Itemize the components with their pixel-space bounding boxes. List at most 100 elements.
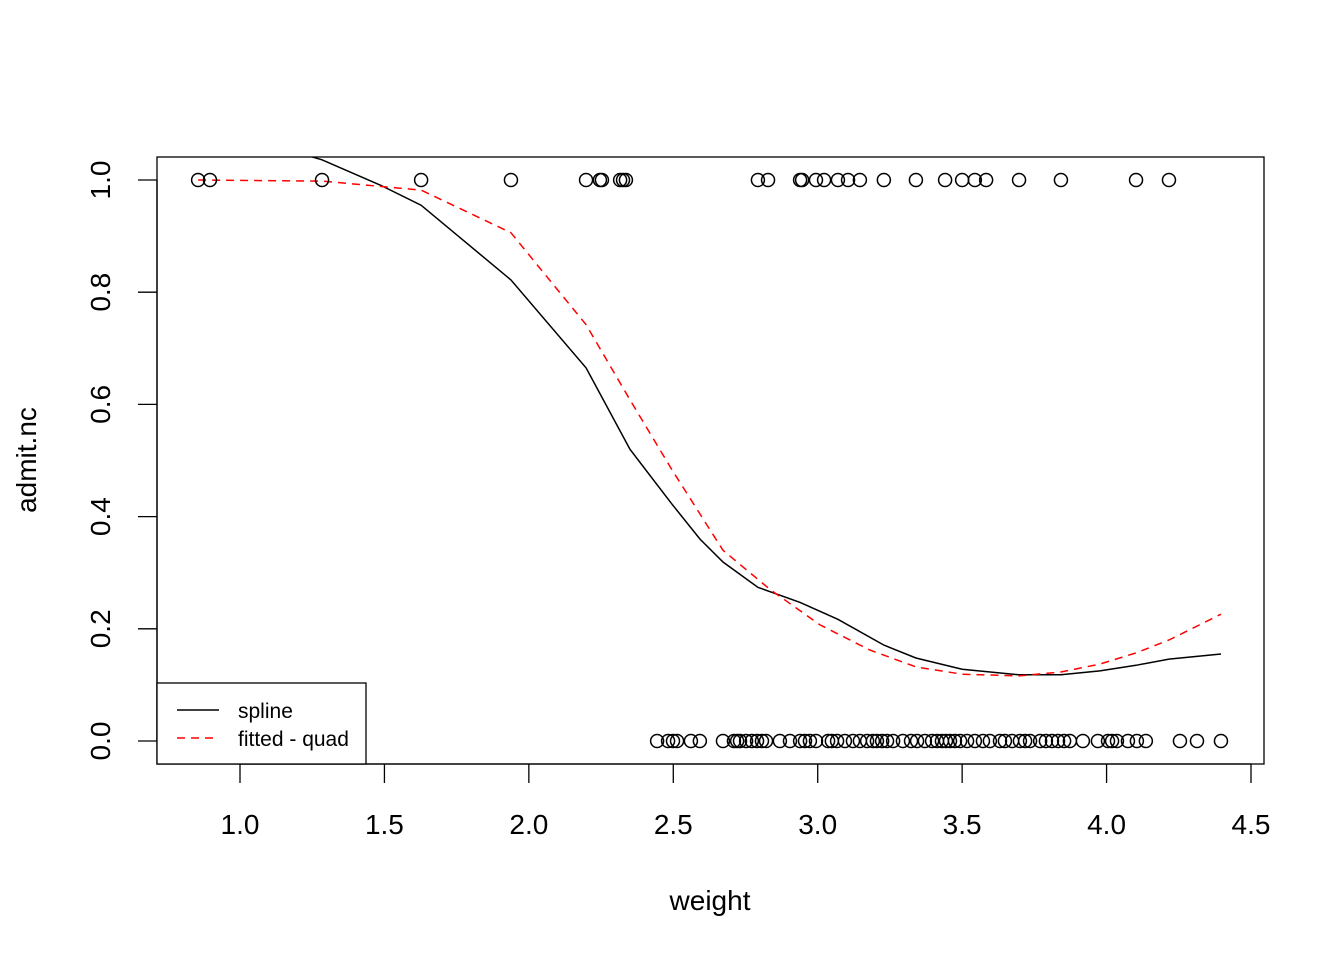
data-point-admitted	[978, 172, 994, 188]
plot-frame	[156, 156, 1265, 765]
legend-label-fitted-quad: fitted - quad	[238, 728, 349, 751]
data-point-not-admitted	[909, 733, 925, 749]
data-point-admitted	[578, 172, 594, 188]
y-tick-label: 0.4	[85, 497, 116, 536]
y-tick-label: 0.0	[85, 722, 116, 761]
data-point-not-admitted	[820, 733, 836, 749]
data-point-admitted	[615, 172, 631, 188]
data-point-not-admitted	[792, 733, 808, 749]
data-point-not-admitted	[1213, 733, 1229, 749]
data-point-not-admitted	[917, 733, 933, 749]
data-point-admitted	[876, 172, 892, 188]
data-point-not-admitted	[869, 733, 885, 749]
series-spline	[309, 157, 1222, 676]
data-point-not-admitted	[967, 733, 983, 749]
data-point-not-admitted	[859, 733, 875, 749]
data-point-not-admitted	[665, 733, 681, 749]
legend-label-spline: spline	[238, 700, 293, 723]
y-tick-label: 1.0	[85, 161, 116, 200]
data-point-not-admitted	[1100, 733, 1116, 749]
legend: spline fitted - quad	[156, 682, 367, 765]
data-point-not-admitted	[797, 733, 813, 749]
data-point-not-admitted	[1022, 733, 1038, 749]
data-point-not-admitted	[992, 733, 1008, 749]
x-tick-label: 3.5	[943, 809, 982, 840]
data-point-admitted	[594, 172, 610, 188]
data-point-not-admitted	[997, 733, 1013, 749]
data-point-not-admitted	[772, 733, 788, 749]
data-point-not-admitted	[874, 733, 890, 749]
data-point-not-admitted	[1050, 733, 1066, 749]
data-point-admitted	[1011, 172, 1027, 188]
data-point-admitted	[413, 172, 429, 188]
x-tick-label: 2.5	[654, 809, 693, 840]
series-fitted-quad	[198, 179, 1222, 677]
data-point-not-admitted	[1109, 733, 1125, 749]
data-point-not-admitted	[1032, 733, 1048, 749]
data-point-not-admitted	[942, 733, 958, 749]
data-point-not-admitted	[1172, 733, 1188, 749]
data-point-not-admitted	[1017, 733, 1033, 749]
data-point-admitted	[954, 172, 970, 188]
data-point-admitted	[1053, 172, 1069, 188]
data-point-not-admitted	[1129, 733, 1145, 749]
data-point-not-admitted	[1104, 733, 1120, 749]
data-point-not-admitted	[754, 733, 770, 749]
data-point-admitted	[808, 172, 824, 188]
data-point-admitted	[618, 172, 634, 188]
data-point-not-admitted	[732, 733, 748, 749]
data-point-not-admitted	[959, 733, 975, 749]
y-axis-label: admit.nc	[11, 407, 42, 513]
data-point-not-admitted	[744, 733, 760, 749]
data-point-admitted	[794, 172, 810, 188]
data-point-not-admitted	[802, 733, 818, 749]
data-point-not-admitted	[808, 733, 824, 749]
data-point-not-admitted	[1090, 733, 1106, 749]
x-tick-label: 1.5	[365, 809, 404, 840]
data-point-admitted	[852, 172, 868, 188]
data-point-admitted	[190, 172, 206, 188]
data-point-not-admitted	[1044, 733, 1060, 749]
data-point-admitted	[202, 172, 218, 188]
data-point-admitted	[967, 172, 983, 188]
data-point-not-admitted	[865, 733, 881, 749]
data-point-admitted	[908, 172, 924, 188]
data-point-not-admitted	[669, 733, 685, 749]
data-point-admitted	[314, 172, 330, 188]
data-point-not-admitted	[982, 733, 998, 749]
y-tick-label: 0.8	[85, 273, 116, 312]
data-point-admitted	[760, 172, 776, 188]
data-point-not-admitted	[1075, 733, 1091, 749]
data-point-not-admitted	[649, 733, 665, 749]
y-axis: 0.0 0.2 0.4 0.6 0.8 1.0	[85, 161, 158, 761]
y-tick-label: 0.2	[85, 609, 116, 648]
data-point-not-admitted	[895, 733, 911, 749]
data-point-not-admitted	[749, 733, 765, 749]
data-point-admitted	[816, 172, 832, 188]
data-point-admitted	[937, 172, 953, 188]
data-point-not-admitted	[975, 733, 991, 749]
y-tick-label: 0.6	[85, 385, 116, 424]
data-point-not-admitted	[1120, 733, 1136, 749]
x-axis-label: weight	[669, 885, 751, 916]
data-point-not-admitted	[952, 733, 968, 749]
data-point-not-admitted	[1056, 733, 1072, 749]
data-point-admitted	[840, 172, 856, 188]
data-point-not-admitted	[837, 733, 853, 749]
data-point-not-admitted	[758, 733, 774, 749]
data-point-not-admitted	[692, 733, 708, 749]
data-point-not-admitted	[660, 733, 676, 749]
data-point-admitted	[750, 172, 766, 188]
data-point-not-admitted	[938, 733, 954, 749]
data-point-admitted	[830, 172, 846, 188]
x-tick-label: 4.0	[1087, 809, 1126, 840]
data-point-not-admitted	[1012, 733, 1028, 749]
data-point-not-admitted	[738, 733, 754, 749]
data-point-not-admitted	[1138, 733, 1154, 749]
x-tick-label: 3.0	[798, 809, 837, 840]
data-point-not-admitted	[947, 733, 963, 749]
data-point-not-admitted	[782, 733, 798, 749]
data-point-not-admitted	[879, 733, 895, 749]
x-axis: 1.0 1.5 2.0 2.5 3.0 3.5 4.0 4.5	[221, 763, 1270, 840]
